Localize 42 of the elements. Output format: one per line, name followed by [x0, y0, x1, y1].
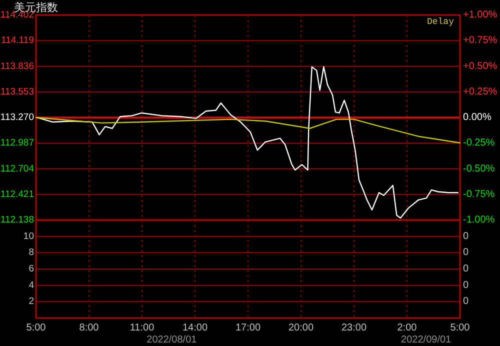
y-tick-label: 2 — [28, 296, 34, 308]
text: 2022/09/01 — [401, 334, 452, 346]
y-tick-label: 114.402 — [0, 10, 34, 20]
y2-tick-label: 0.00% — [463, 112, 492, 123]
x-tick-label: 2:00 — [397, 322, 418, 334]
y-tick-label: 4 — [28, 280, 34, 291]
y-tick-label: 8 — [28, 247, 34, 258]
text: 0 — [463, 296, 469, 308]
y-tick-label: 114.119 — [1, 35, 34, 46]
y-tick-label: 6 — [28, 264, 34, 274]
y2-tick-label: -0.25% — [463, 138, 495, 149]
x-tick-label: 5:00 — [26, 322, 46, 334]
text: 0 — [463, 264, 469, 274]
y-tick-label: 10 — [23, 230, 34, 242]
y2-tick-label: -0.75% — [463, 188, 495, 200]
annotation: Delay — [426, 17, 455, 27]
text: 2022/08/01 — [146, 334, 198, 346]
y2-tick-label: -1.00% — [463, 214, 495, 226]
y2-tick-label: +1.00% — [463, 10, 498, 20]
y2-tick-label: +0.50% — [463, 60, 498, 72]
y2-tick-label: +0.25% — [463, 86, 498, 98]
y-tick-label: 112.421 — [0, 188, 34, 200]
y-tick-label: 112.704 — [0, 163, 34, 174]
line-series — [35, 116, 461, 144]
y-tick-label: 113.553 — [0, 86, 34, 98]
text: 0 — [463, 280, 469, 291]
y-tick-label: 113.836 — [0, 60, 34, 72]
x-tick-label: 5:00 — [450, 322, 470, 334]
x-tick-label: 8:00 — [79, 322, 100, 334]
line-series — [36, 66, 459, 219]
y2-tick-label: -0.50% — [463, 163, 495, 174]
x-tick-label: 11:00 — [130, 322, 155, 334]
y2-tick-label: +0.75% — [463, 35, 498, 46]
x-tick-label: 14:00 — [182, 322, 208, 334]
x-tick-label: 23:00 — [341, 322, 367, 334]
text: 0 — [463, 247, 469, 258]
x-tick-label: 20:00 — [288, 322, 314, 334]
y-tick-label: 112.138 — [0, 214, 34, 226]
text: 0 — [463, 230, 469, 242]
y-tick-label: 113.270 — [0, 112, 34, 123]
y-tick-label: 112.987 — [0, 138, 34, 149]
x-tick-label: 17:00 — [235, 322, 261, 334]
